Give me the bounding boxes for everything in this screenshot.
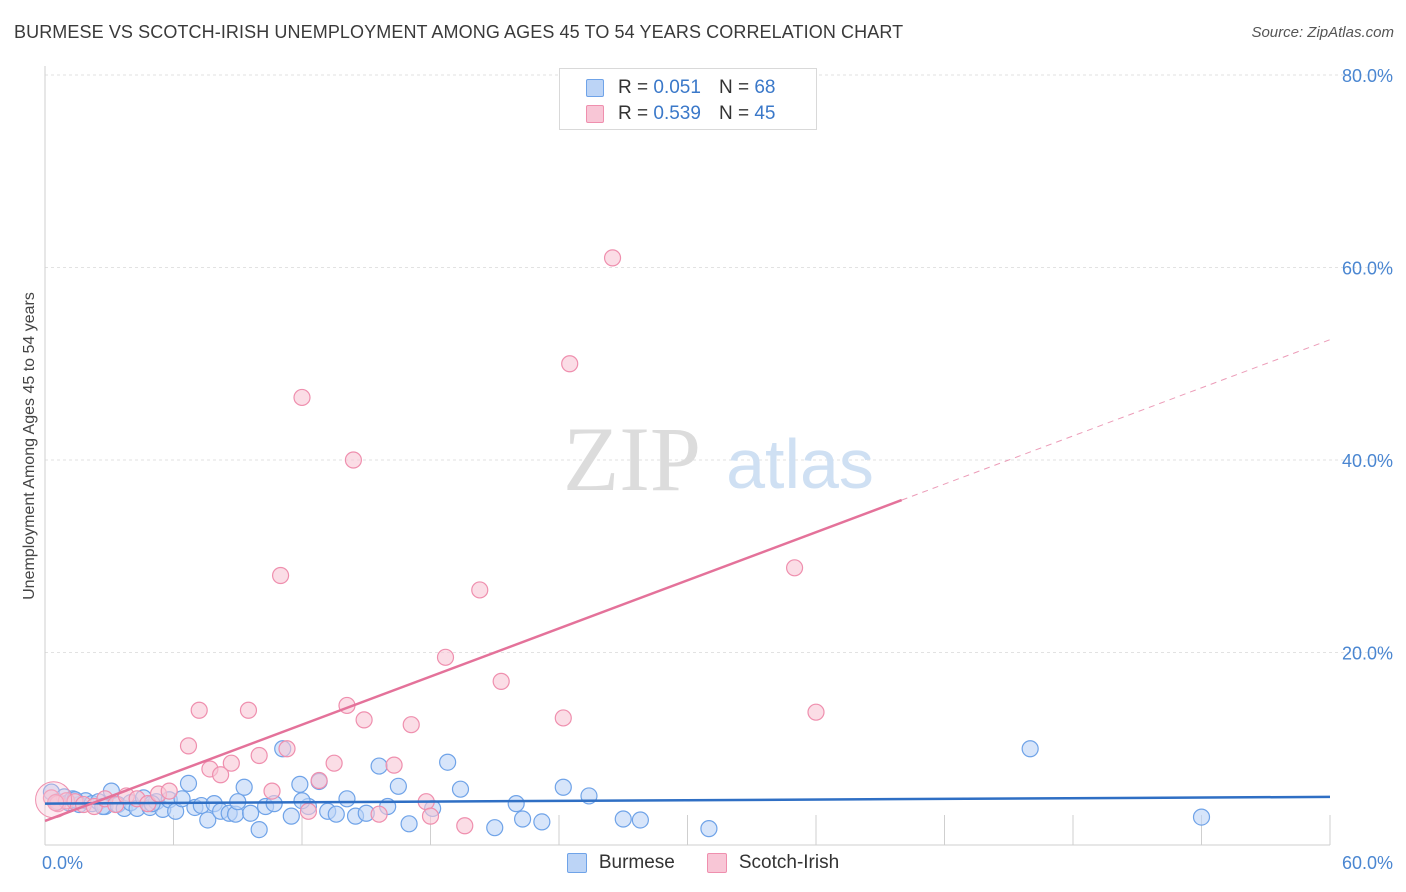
trend-line-dashed-scotch-irish bbox=[901, 339, 1331, 501]
point-scotch-irish bbox=[212, 766, 230, 784]
bottom-legend: Burmese Scotch-Irish bbox=[0, 852, 1406, 874]
point-scotch-irish bbox=[421, 807, 440, 825]
y-tick-label: 40.0% bbox=[1342, 451, 1393, 471]
point-burmese bbox=[338, 790, 356, 808]
point-burmese bbox=[451, 780, 470, 798]
point-burmese bbox=[282, 807, 300, 825]
trend-line-burmese bbox=[44, 795, 1331, 805]
point-scotch-irish bbox=[807, 703, 825, 721]
legend-swatch-scotch-irish bbox=[586, 105, 604, 123]
legend-row-burmese: R = 0.051 N = 68 bbox=[586, 76, 775, 100]
point-scotch-irish bbox=[385, 756, 403, 774]
point-scotch-irish bbox=[250, 746, 268, 765]
tick-labels: 20.0% 40.0% 60.0% 80.0% 0.0% 60.0% bbox=[42, 66, 1393, 873]
point-scotch-irish bbox=[436, 648, 455, 666]
legend-r-value: 0.051 bbox=[653, 77, 701, 98]
point-burmese bbox=[1021, 740, 1039, 758]
point-scotch-irish bbox=[554, 709, 572, 727]
point-burmese bbox=[507, 795, 525, 813]
watermark-atlas: atlas bbox=[726, 425, 874, 503]
point-burmese bbox=[439, 753, 457, 771]
y-axis-label: Unemployment Among Ages 45 to 54 years bbox=[21, 292, 38, 600]
bottom-legend-swatch-burmese bbox=[566, 853, 587, 873]
bottom-legend-swatch-scotch-irish bbox=[706, 853, 727, 873]
legend-n-label: N = bbox=[718, 77, 750, 98]
legend: R = 0.051 N = 68 R = 0.539 N = 45 bbox=[559, 68, 817, 130]
point-scotch-irish bbox=[190, 701, 208, 719]
point-burmese bbox=[179, 774, 198, 793]
legend-n-label: N = bbox=[718, 103, 750, 124]
point-scotch-irish bbox=[271, 566, 290, 585]
axes bbox=[44, 66, 1330, 846]
point-burmese bbox=[700, 820, 718, 838]
y-axis-label-wrap: Unemployment Among Ages 45 to 54 years bbox=[18, 66, 42, 826]
bottom-legend-scotch-irish: Scotch-Irish bbox=[706, 852, 840, 874]
y-tick-label: 60.0% bbox=[1342, 259, 1393, 279]
point-burmese bbox=[1192, 808, 1211, 826]
legend-n-value: 68 bbox=[754, 77, 776, 98]
point-burmese bbox=[400, 815, 418, 833]
legend-row-scotch-irish: R = 0.539 N = 45 bbox=[586, 102, 775, 126]
watermark-zip: ZIP bbox=[563, 408, 701, 510]
legend-n-value: 45 bbox=[754, 103, 776, 124]
point-scotch-irish bbox=[402, 716, 420, 734]
point-burmese bbox=[486, 819, 504, 837]
point-scotch-irish bbox=[239, 701, 258, 719]
point-scotch-irish bbox=[222, 754, 240, 772]
point-scotch-irish bbox=[325, 754, 343, 772]
legend-r-value: 0.539 bbox=[653, 103, 701, 124]
point-scotch-irish bbox=[456, 817, 474, 835]
point-burmese bbox=[631, 811, 649, 829]
legend-swatch-burmese bbox=[586, 79, 604, 97]
point-scotch-irish bbox=[310, 771, 328, 790]
point-burmese bbox=[533, 813, 551, 831]
y-tick-label: 80.0% bbox=[1342, 66, 1393, 86]
legend-r-label: R = bbox=[618, 103, 649, 124]
watermark: ZIP atlas bbox=[563, 408, 874, 510]
trend-line-scotch-irish bbox=[44, 498, 903, 823]
point-scotch-irish bbox=[785, 559, 804, 577]
bottom-legend-burmese: Burmese bbox=[566, 852, 675, 874]
point-scotch-irish bbox=[370, 805, 388, 823]
point-scotch-irish bbox=[492, 672, 510, 690]
point-burmese bbox=[242, 804, 260, 822]
point-scotch-irish bbox=[179, 737, 198, 755]
point-burmese bbox=[250, 820, 268, 839]
point-scotch-irish bbox=[355, 711, 373, 729]
point-scotch-irish bbox=[299, 802, 318, 820]
chart-title: BURMESE VS SCOTCH-IRISH UNEMPLOYMENT AMO… bbox=[14, 22, 904, 42]
source-label: Source: ZipAtlas.com bbox=[1251, 24, 1394, 41]
x-tick-label: 60.0% bbox=[1342, 853, 1393, 873]
point-burmese bbox=[327, 805, 345, 823]
point-burmese bbox=[554, 778, 572, 796]
bottom-legend-label: Burmese bbox=[598, 852, 675, 873]
point-burmese bbox=[389, 777, 407, 795]
point-burmese bbox=[370, 757, 388, 775]
point-burmese bbox=[614, 810, 632, 828]
point-burmese bbox=[291, 775, 309, 793]
legend-r-label: R = bbox=[618, 77, 649, 98]
point-scotch-irish bbox=[160, 782, 178, 800]
point-scotch-irish bbox=[263, 782, 281, 800]
grid-lines bbox=[45, 74, 1393, 845]
point-scotch-irish bbox=[344, 451, 362, 469]
point-burmese bbox=[513, 810, 532, 828]
point-scotch-irish bbox=[561, 355, 579, 373]
point-scotch-irish bbox=[471, 581, 489, 599]
bottom-legend-label: Scotch-Irish bbox=[738, 852, 840, 873]
x-tick-label: 0.0% bbox=[42, 853, 83, 873]
trend-lines bbox=[44, 339, 1331, 823]
point-scotch-irish bbox=[603, 249, 622, 267]
y-tick-label: 20.0% bbox=[1342, 644, 1393, 664]
point-burmese bbox=[235, 778, 253, 796]
point-burmese bbox=[199, 811, 217, 829]
point-scotch-irish bbox=[278, 740, 296, 758]
data-points bbox=[35, 249, 1211, 839]
point-scotch-irish bbox=[293, 388, 311, 407]
